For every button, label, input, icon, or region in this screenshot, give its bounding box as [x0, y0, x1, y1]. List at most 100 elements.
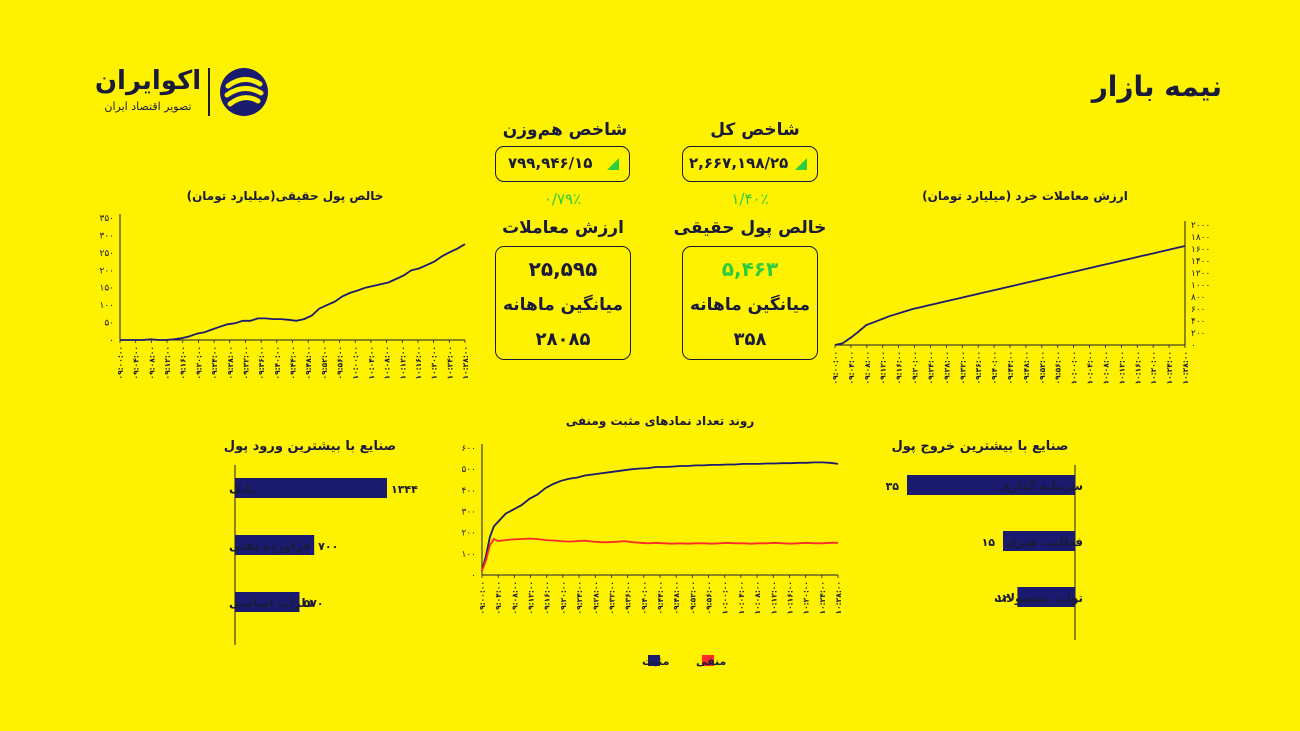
category-label: سرمایه گذاری	[1000, 479, 1083, 493]
x-tick-label: ۰۹:۰۸:۰۰	[147, 346, 156, 379]
series-line-2	[481, 537, 838, 572]
y-tick-label: ۱۰۰	[461, 550, 476, 560]
y-tick-label: ۱۸۰۰	[1191, 233, 1210, 243]
bar	[235, 592, 300, 612]
x-tick-label: ۱۰:۲۸:۰۰	[1181, 351, 1190, 384]
x-tick-label: ۰۹:۵۲:۰۰	[688, 581, 697, 614]
x-tick-label: ۰۹:۳۲:۰۰	[607, 581, 616, 614]
bar	[1003, 531, 1075, 551]
x-tick-label: ۰۹:۳۶:۰۰	[257, 346, 266, 379]
x-tick-label: ۱۰:۰۸:۰۰	[383, 346, 392, 379]
x-tick-label: ۱۰:۱۲:۰۰	[1117, 351, 1126, 384]
x-tick-label: ۱۰:۰۰:۰۰	[1070, 351, 1079, 384]
x-tick-label: ۰۹:۳۲:۰۰	[958, 351, 967, 384]
x-tick-label: ۱۰:۰۴:۰۰	[1086, 351, 1095, 384]
y-tick-label: ۳۰۰	[99, 231, 114, 241]
bar	[907, 475, 1075, 495]
data-label: ۱۳۴۴	[391, 483, 418, 496]
up-arrow-icon	[607, 158, 619, 170]
y-tick-label: ۵۰۰	[461, 465, 476, 475]
retail-trade-line-chart: ارزش معاملات خرد (میلیارد تومان) ۰ ۲۰۰ ۴۰۰ ۶…	[831, 189, 1210, 384]
legend-label-positive: مثبت	[642, 655, 669, 668]
total-index-box: ۲,۶۶۷,۱۹۸/۲۵	[682, 146, 818, 182]
x-tick-label: ۰۹:۲۴:۰۰	[210, 346, 219, 379]
x-tick-label: ۰۹:۲۴:۰۰	[575, 581, 584, 614]
data-label: ۷۰۰	[318, 540, 338, 553]
x-tick-label: ۱۰:۲۰:۰۰	[802, 581, 811, 614]
trade-value-box: ۲۵,۵۹۵ میانگین ماهانه ۲۸۰۸۵	[495, 246, 631, 360]
x-tick-label: ۰۹:۰۴:۰۰	[847, 351, 856, 384]
y-tick-label: ۱۰۰۰	[1191, 281, 1210, 291]
bar	[1017, 587, 1075, 607]
x-tick-label: ۰۹:۰۸:۰۰	[510, 581, 519, 614]
logo-divider	[208, 68, 210, 116]
x-tick-label: ۰۹:۴۸:۰۰	[304, 346, 313, 379]
x-tick-label: ۱۰:۱۶:۰۰	[414, 346, 423, 379]
y-tick-label: ۸۰۰	[1191, 293, 1206, 303]
x-tick-label: ۰۹:۲۸:۰۰	[591, 581, 600, 614]
x-tick-label: ۱۰:۰۰:۰۰	[721, 581, 730, 614]
x-tick-label: ۱۰:۲۰:۰۰	[1149, 351, 1158, 384]
x-tick-label: ۱۰:۰۰:۰۰	[351, 346, 360, 379]
x-tick-label: ۰۹:۴۸:۰۰	[672, 581, 681, 614]
x-tick-label: ۰۹:۴۴:۰۰	[656, 581, 665, 614]
category-label: فعالیت هنری	[1006, 535, 1083, 549]
x-tick-label: ۰۹:۵۶:۰۰	[705, 581, 714, 614]
y-tick-label: ۲۵۰	[99, 249, 114, 259]
logo-name: اکوایران	[94, 66, 202, 96]
x-tick-label: ۰۹:۳۶:۰۰	[974, 351, 983, 384]
y-tick-label: ۲۰۰۰	[1191, 221, 1210, 231]
x-tick-label: ۱۰:۲۴:۰۰	[1165, 351, 1174, 384]
real-money-avg-label: میانگین ماهانه	[689, 295, 811, 315]
x-tick-label: ۰۹:۴۴:۰۰	[289, 346, 298, 379]
logo: اکوایران تصویر اقتصاد ایران	[92, 62, 272, 122]
x-tick-label: ۰۹:۴۰:۰۰	[273, 346, 282, 379]
x-tick-label: ۰۹:۰۸:۰۰	[863, 351, 872, 384]
data-label: ۳۵	[886, 480, 900, 493]
logo-mark-icon	[220, 68, 268, 116]
category-label: بانک	[229, 482, 255, 496]
total-index-change: ۱/۴۰٪	[731, 190, 769, 208]
x-tick-label: ۰۹:۰۰:۰۰	[831, 351, 840, 384]
series-line-1	[481, 461, 839, 572]
equal-weight-index-label: شاخص هم‌وزن	[502, 120, 628, 140]
x-tick-label: ۰۹:۵۶:۰۰	[336, 346, 345, 379]
y-tick-label: ۰	[471, 571, 476, 581]
x-tick-label: ۰۹:۲۰:۰۰	[559, 581, 568, 614]
x-tick-label: ۰۹:۰۴:۰۰	[132, 346, 141, 379]
y-tick-label: ۱۴۰۰	[1191, 257, 1210, 267]
y-tick-label: ۰	[109, 336, 114, 346]
up-arrow-icon	[795, 158, 807, 170]
x-tick-label: ۱۰:۰۸:۰۰	[1101, 351, 1110, 384]
x-tick-label: ۰۹:۱۶:۰۰	[179, 346, 188, 379]
x-tick-label: ۰۹:۲۴:۰۰	[926, 351, 935, 384]
series-line-1	[120, 243, 466, 341]
y-tick-label: ۴۰۰	[1191, 317, 1206, 327]
trade-value-label: ارزش معاملات	[502, 218, 624, 238]
y-tick-label: ۲۰۰	[1191, 329, 1206, 339]
x-tick-label: ۱۰:۱۲:۰۰	[769, 581, 778, 614]
x-tick-label: ۰۹:۴۴:۰۰	[1006, 351, 1015, 384]
y-tick-label: ۳۵۰	[99, 214, 114, 224]
category-label: تولید محصولات	[994, 591, 1083, 606]
y-tick-label: ۲۰۰	[99, 266, 114, 276]
x-tick-label: ۰۹:۳۶:۰۰	[624, 581, 633, 614]
real-money-avg-value: ۳۵۸	[733, 329, 767, 350]
bar	[235, 478, 387, 498]
inflow-industries-bar-chart: صنایع با بیشترین ورود پول بانک ۱۳۴۴ فراورده…	[224, 439, 418, 645]
total-index-value: ۲,۶۶۷,۱۹۸/۲۵	[689, 154, 789, 172]
data-label: ۵۷۰	[303, 597, 323, 610]
chart-title: صنایع با بیشترین ورود پول	[224, 439, 396, 454]
y-tick-label: ۶۰۰	[1191, 305, 1206, 315]
chart-title: ارزش معاملات خرد (میلیارد تومان)	[922, 189, 1128, 204]
y-tick-label: ۴۰۰	[461, 486, 476, 496]
x-tick-label: ۰۹:۲۸:۰۰	[942, 351, 951, 384]
real-money-value: ۵,۴۶۳	[721, 257, 779, 281]
positive-negative-line-chart: روند تعداد نمادهای مثبت ومنفی ۰ ۱۰۰ ۲۰۰ ۳۰۰ ۴…	[461, 414, 843, 668]
trade-value-avg-label: میانگین ماهانه	[502, 295, 624, 315]
x-tick-label: ۱۰:۲۸:۰۰	[834, 581, 843, 614]
category-label: فلزات اساسی	[229, 596, 314, 610]
x-tick-label: ۱۰:۰۴:۰۰	[737, 581, 746, 614]
x-tick-label: ۱۰:۲۴:۰۰	[445, 346, 454, 379]
x-tick-label: ۰۹:۴۰:۰۰	[640, 581, 649, 614]
